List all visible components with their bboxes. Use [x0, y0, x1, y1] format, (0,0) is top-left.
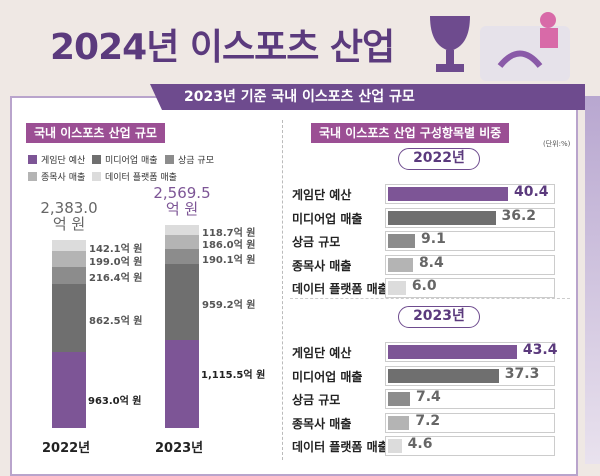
segment-label: 216.4억 원: [89, 273, 143, 285]
category-label: 상금 규모: [292, 393, 341, 407]
total-value: 2,383.0: [40, 198, 98, 217]
stacked-bar-segment: [165, 264, 199, 340]
stacked-bar-segment: [165, 234, 199, 250]
legend-swatch: [92, 172, 101, 181]
trophy-illustration-icon: [430, 12, 570, 81]
legend-label: 데이터 플랫폼 매출: [105, 173, 177, 183]
total-unit: 억 원: [165, 200, 199, 219]
category-label: 종목사 매출: [292, 258, 352, 273]
unit-label: (단위:%): [543, 140, 571, 148]
bar: [388, 187, 508, 201]
value-label: 43.4: [522, 342, 558, 358]
value-label: 40.4: [513, 184, 549, 200]
legend-label: 게임단 예산: [41, 156, 86, 166]
stacked-bar-segment: [52, 352, 86, 428]
stacked-bar-segment: [52, 251, 86, 267]
segment-label: 186.0억 원: [202, 239, 256, 251]
category-label: 종목사 매출: [292, 416, 352, 431]
stacked-bar-segment: [52, 266, 86, 284]
value-label: 37.3: [504, 365, 540, 382]
category-label: 데이터 플랫폼 매출: [292, 282, 389, 296]
section-title-industry-size: 국내 이스포츠 산업 규모: [26, 123, 165, 143]
segment-label: 862.5억 원: [89, 315, 143, 327]
legend-label: 상금 규모: [178, 156, 214, 166]
value-label: 7.2: [415, 412, 441, 429]
bar-track: 7.4: [385, 389, 555, 409]
bar: [388, 439, 402, 453]
bar-track: 4.6: [385, 436, 555, 456]
stacked-bar-segment: [165, 225, 199, 235]
value-label: 6.0: [411, 278, 437, 294]
bar-track: 43.4: [385, 342, 558, 362]
segment-label: 963.0억 원: [88, 396, 142, 407]
value-label: 7.4: [415, 389, 441, 405]
legend-swatch: [92, 155, 101, 164]
legend-item: 종목사 매출: [28, 170, 85, 183]
value-label: 9.1: [421, 231, 446, 247]
bar-track: 9.1: [385, 231, 555, 251]
divider: [282, 120, 283, 460]
stacked-bar-segment: [165, 249, 199, 265]
bar: [388, 415, 410, 430]
legend-swatch: [28, 155, 37, 164]
year-pill: 2022년: [398, 148, 480, 170]
total-label: 2,383.0 억 원: [29, 200, 109, 232]
stacked-bar-segment: [165, 339, 199, 428]
bar-track: 37.3: [385, 365, 555, 386]
bar-track: 6.0: [385, 278, 555, 298]
legend-label: 미디어업 매출: [105, 156, 158, 166]
segment-label: 190.1억 원: [202, 254, 256, 266]
total-unit: 억 원: [52, 214, 86, 233]
total-value: 2,569.5: [153, 184, 211, 203]
bar: [388, 234, 416, 248]
stacked-bar-segment: [52, 283, 86, 352]
divider: [290, 298, 570, 299]
x-tick-label: 2023년: [155, 441, 204, 456]
section-title-composition: 국내 이스포츠 산업 구성항목별 비중: [311, 123, 510, 143]
value-label: 8.4: [418, 254, 444, 271]
category-label: 게임단 예산: [292, 346, 352, 360]
category-label: 미디어업 매출: [292, 369, 363, 384]
bar: [388, 392, 410, 406]
bar-track: 40.4: [385, 184, 555, 204]
bar: [388, 281, 406, 295]
category-label: 데이터 플랫폼 매출: [292, 440, 389, 454]
segment-label: 1,115.5억 원: [201, 369, 266, 381]
page-title: 2024년 이스포츠 산업: [50, 27, 395, 68]
value-label: 36.2: [501, 207, 537, 224]
segment-label: 118.7억 원: [202, 227, 256, 239]
category-label: 상금 규모: [292, 235, 341, 249]
segment-label: 199.0억 원: [89, 257, 143, 269]
segment-label: 142.1억 원: [89, 243, 143, 255]
bar: [388, 368, 499, 383]
segment-label: 959.2억 원: [202, 300, 256, 312]
category-label: 미디어업 매출: [292, 211, 363, 226]
year-pill: 2023년: [398, 306, 480, 328]
legend-item: 게임단 예산: [28, 153, 85, 166]
stacked-bar-segment: [52, 239, 86, 252]
legend-label: 종목사 매출: [41, 173, 86, 183]
legend-item: 미디어업 매출: [92, 153, 158, 166]
legend-swatch: [165, 155, 174, 164]
bar: [388, 210, 496, 225]
total-label: 2,569.5 억 원: [142, 185, 222, 217]
legend-swatch: [28, 172, 37, 181]
bar-track: 36.2: [385, 207, 555, 228]
legend-item: 데이터 플랫폼 매출: [92, 170, 177, 183]
x-tick-label: 2022년: [42, 441, 91, 456]
bar: [388, 257, 413, 272]
value-label: 4.6: [407, 436, 433, 452]
bar-track: 7.2: [385, 412, 555, 433]
banner-title: 2023년 기준 국내 이스포츠 산업 규모: [150, 84, 585, 110]
category-label: 게임단 예산: [292, 188, 352, 202]
bar: [388, 345, 517, 359]
legend-item: 상금 규모: [165, 153, 214, 166]
bar-track: 8.4: [385, 254, 555, 275]
decorative-strip: [585, 96, 600, 464]
